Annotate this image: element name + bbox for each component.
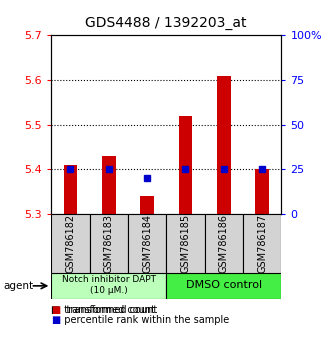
Bar <box>256 170 269 214</box>
Text: DMSO control: DMSO control <box>186 280 262 290</box>
Text: agent: agent <box>3 281 33 291</box>
Text: GSM786185: GSM786185 <box>180 214 191 273</box>
Bar <box>51 273 166 299</box>
Bar <box>166 214 205 273</box>
Bar <box>166 273 281 299</box>
Text: GSM786186: GSM786186 <box>219 214 229 273</box>
Bar <box>51 214 90 273</box>
Bar <box>90 214 128 273</box>
Text: ■  transformed count: ■ transformed count <box>51 305 158 315</box>
Text: GSM786187: GSM786187 <box>257 214 267 273</box>
Bar <box>243 214 281 273</box>
Bar <box>102 156 116 214</box>
Bar <box>64 165 77 214</box>
Text: Notch inhibitor DAPT
(10 μM.): Notch inhibitor DAPT (10 μM.) <box>62 275 156 295</box>
Text: percentile rank within the sample: percentile rank within the sample <box>58 315 229 325</box>
Text: ■: ■ <box>51 315 61 325</box>
Text: ■: ■ <box>51 305 61 315</box>
Bar <box>205 214 243 273</box>
Text: GSM786183: GSM786183 <box>104 214 114 273</box>
Bar <box>140 196 154 214</box>
Bar <box>179 116 192 214</box>
Bar <box>128 214 166 273</box>
Bar <box>217 76 231 214</box>
Text: GDS4488 / 1392203_at: GDS4488 / 1392203_at <box>85 16 246 30</box>
Text: transformed count: transformed count <box>58 305 155 315</box>
Text: GSM786182: GSM786182 <box>66 214 75 273</box>
Text: GSM786184: GSM786184 <box>142 214 152 273</box>
